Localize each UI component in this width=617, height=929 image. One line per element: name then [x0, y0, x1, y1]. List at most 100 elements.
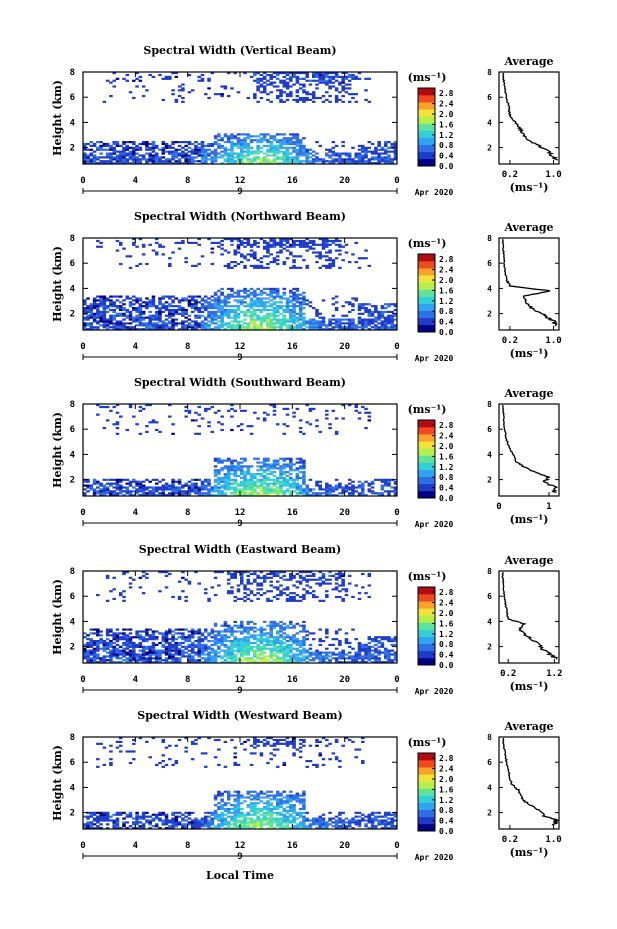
heatmap-cell	[99, 638, 103, 641]
heatmap-cell	[308, 574, 313, 577]
heatmap-cell	[223, 322, 228, 325]
heatmap-cell	[220, 630, 224, 633]
heatmap-cell	[207, 316, 211, 319]
heatmap-cell	[243, 326, 247, 329]
heatmap-cell	[187, 156, 192, 159]
heatmap-cell	[285, 471, 290, 474]
heatmap-cell	[187, 653, 192, 656]
heatmap-cell	[197, 75, 201, 78]
heatmap-cell	[272, 459, 277, 462]
heatmap-cell	[184, 141, 188, 144]
heatmap-cell	[161, 649, 166, 652]
heatmap-cell	[122, 653, 126, 656]
colorbar-swatch	[418, 268, 435, 276]
heatmap-cell	[112, 653, 116, 656]
heatmap-cell	[197, 628, 201, 631]
heatmap-cell	[289, 156, 293, 159]
heatmap-cell	[249, 146, 254, 149]
heatmap-cell	[125, 486, 130, 489]
heatmap-cell	[289, 461, 293, 464]
heatmap-cell	[240, 494, 244, 497]
heatmap-cell	[197, 655, 201, 658]
heatmap-cell	[285, 659, 290, 662]
heatmap-cell	[220, 641, 224, 645]
heatmap-cell	[86, 486, 90, 489]
heatmap-cell	[105, 492, 110, 495]
heatmap-cell	[262, 465, 267, 468]
heatmap-cell	[295, 305, 300, 308]
heatmap-cell	[253, 95, 257, 98]
heatmap-cell	[190, 486, 195, 489]
heatmap-cell	[86, 314, 90, 317]
heatmap-cell	[86, 324, 90, 327]
heatmap-cell	[259, 141, 264, 144]
heatmap-cell	[233, 324, 237, 327]
heatmap-cell	[308, 152, 313, 155]
heatmap-cell	[164, 634, 169, 637]
heatmap-cell	[357, 257, 362, 260]
heatmap-cell	[354, 77, 358, 80]
heatmap-cell	[83, 649, 87, 652]
heatmap-cell	[125, 640, 130, 643]
heatmap-cell	[213, 316, 218, 319]
heatmap-cell	[226, 661, 231, 664]
heatmap-cell	[148, 243, 152, 246]
heatmap-cell	[325, 152, 329, 155]
heatmap-cell	[249, 310, 254, 313]
heatmap-cell	[331, 574, 336, 577]
heatmap-cell	[135, 480, 139, 483]
heatmap-cell	[321, 239, 326, 243]
heatmap-cell	[141, 488, 146, 491]
heatmap-cell	[168, 77, 172, 80]
heatmap-cell	[204, 659, 208, 662]
heatmap-cell	[285, 299, 290, 302]
heatmap-cell	[266, 457, 270, 460]
heatmap-cell	[204, 150, 208, 153]
heatmap-cell	[168, 484, 172, 487]
heatmap-cell	[249, 494, 254, 497]
heatmap-cell	[213, 655, 218, 658]
heatmap-cell	[240, 150, 244, 153]
heatmap-cell	[177, 597, 182, 600]
heatmap-cell	[207, 421, 211, 424]
heatmap-cell	[256, 308, 260, 312]
heatmap-cell	[295, 594, 300, 597]
heatmap-cell	[112, 79, 116, 82]
heatmap-cell	[298, 465, 303, 468]
heatmap-cell	[275, 73, 280, 77]
heatmap-cell	[334, 488, 339, 491]
panels: Spectral Width (Vertical Beam)2468Height…	[51, 44, 563, 862]
heatmap-cell	[334, 478, 339, 481]
heatmap-cell	[292, 259, 296, 262]
heatmap-cell	[109, 158, 113, 161]
heatmap-cell	[275, 640, 280, 643]
heatmap-cell	[92, 301, 97, 304]
heatmap-cell	[259, 638, 264, 641]
heatmap-cell	[364, 257, 368, 260]
heatmap-cell	[341, 314, 345, 317]
heatmap-cell	[96, 653, 100, 656]
heatmap-cell	[197, 316, 201, 319]
heatmap-cell	[289, 328, 293, 331]
heatmap-cell	[282, 322, 287, 325]
heatmap-cell	[158, 492, 162, 495]
colorbar-tick-label: 2.8	[439, 255, 454, 264]
heatmap-cell	[99, 630, 103, 633]
heatmap-cell	[151, 488, 156, 491]
heatmap-cell	[321, 247, 326, 250]
heatmap-cell	[370, 158, 375, 161]
heatmap-cell	[200, 297, 205, 300]
heatmap-cell	[275, 255, 280, 258]
heatmap-cell	[115, 492, 120, 495]
heatmap-cell	[204, 661, 208, 664]
heatmap-cell	[210, 655, 215, 658]
heatmap-cell	[243, 649, 247, 652]
heatmap-cell	[305, 578, 309, 581]
heatmap-cell	[331, 162, 336, 165]
heatmap-cell	[387, 328, 391, 331]
heatmap-cell	[253, 411, 257, 414]
heatmap-cell	[86, 645, 90, 648]
heatmap-cell	[351, 96, 355, 100]
heatmap-cell	[380, 322, 385, 325]
heatmap-cell	[325, 657, 329, 660]
